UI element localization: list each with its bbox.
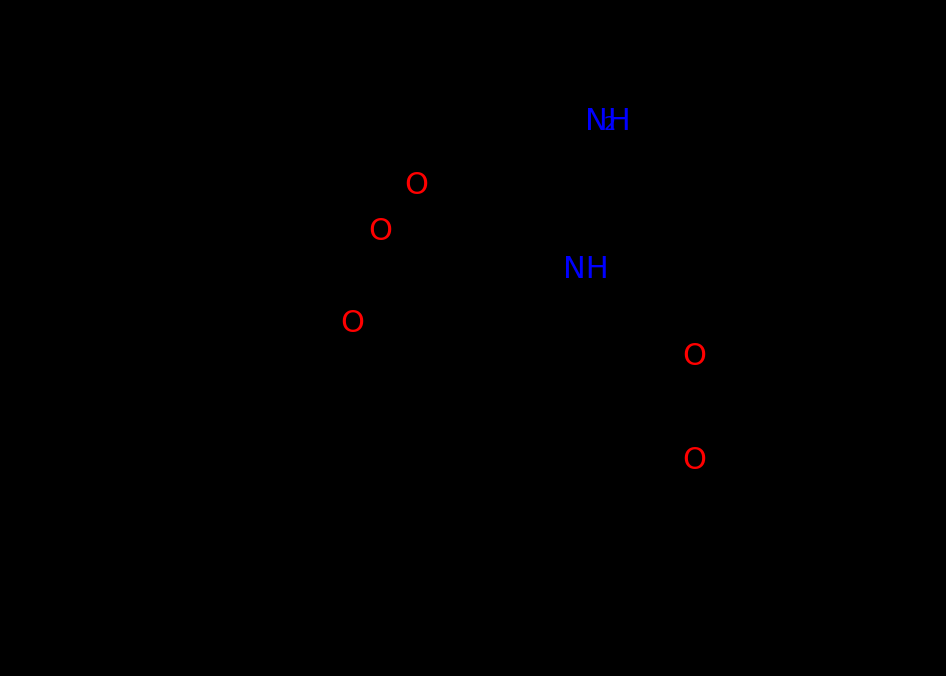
Text: NH: NH	[585, 107, 631, 136]
Text: O: O	[340, 309, 364, 338]
Text: O: O	[683, 342, 707, 371]
Text: O: O	[683, 446, 707, 475]
Text: O: O	[405, 170, 429, 199]
Text: O: O	[368, 217, 392, 246]
Text: NH: NH	[563, 256, 608, 285]
Text: 2: 2	[604, 115, 616, 134]
